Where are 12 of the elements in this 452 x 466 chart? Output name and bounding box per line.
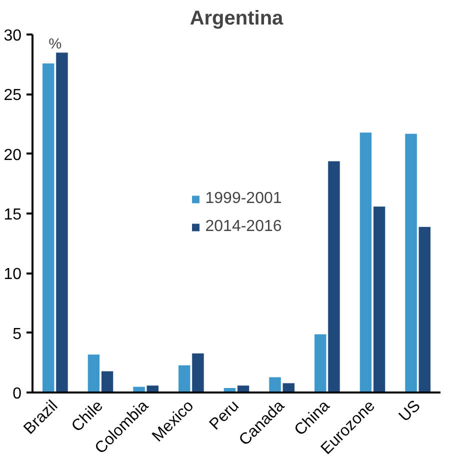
x-tick-label: US: [396, 397, 424, 426]
legend-label: 2014-2016: [205, 218, 282, 236]
y-tick-label: 20: [4, 146, 22, 164]
y-tick-label: 10: [4, 266, 22, 284]
chart-title: Argentina: [190, 8, 284, 30]
y-tick-label: 30: [4, 28, 22, 44]
y-tick-label: 5: [12, 326, 22, 343]
y-tick-label: 15: [4, 206, 22, 224]
y-tick-label: 25: [4, 87, 22, 104]
y-tick-label: 0: [12, 386, 22, 402]
annotation: %: [48, 36, 62, 52]
legend-label: 1999-2001: [205, 190, 282, 208]
